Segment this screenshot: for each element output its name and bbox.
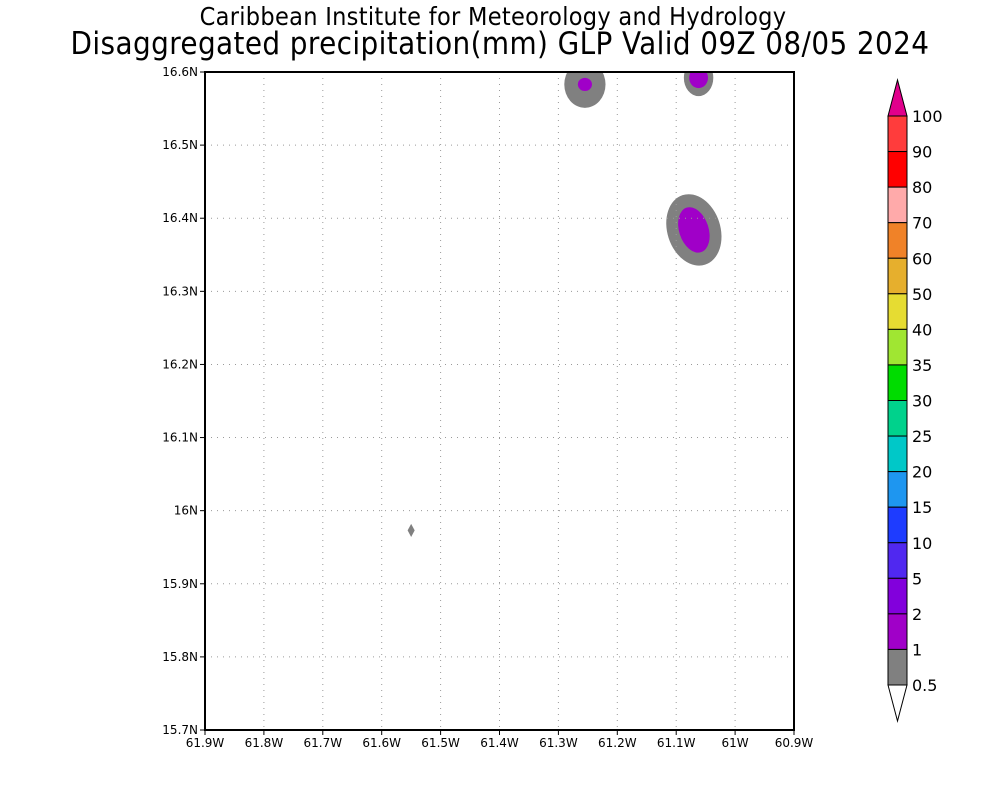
colorbar-label: 20 [912,463,932,482]
precip-cell-1-inner [689,72,709,89]
colorbar-label: 15 [912,498,932,517]
x-tick-label: 61.2W [598,736,637,750]
precip-cell-0-inner [577,77,592,92]
x-tick-label: 60.9W [775,736,814,750]
y-tick-label: 16.4N [162,211,198,225]
x-tick-label: 61.9W [186,736,225,750]
colorbar: 100 90 80 70 60 50 40 35 30 25 20 15 10 5 2 1 0.5 [887,78,943,723]
precip-cell-3 [407,523,415,537]
colorbar-label: 40 [912,320,932,339]
colorbar-label: 100 [912,107,943,126]
x-tick-label: 61W [722,736,749,750]
colorbar-bin [887,471,908,508]
x-tick-label: 61.1W [657,736,696,750]
colorbar-label: 50 [912,285,932,304]
colorbar-bin [887,613,908,650]
x-tick-label: 61.3W [539,736,578,750]
x-tick-label: 61.7W [304,736,343,750]
x-tick-label: 61.6W [362,736,401,750]
colorbar-label: 1 [912,640,922,659]
colorbar-bin [887,577,908,615]
colorbar-label: 60 [912,249,932,268]
y-tick-label: 16.1N [162,431,198,445]
colorbar-bin [887,364,908,401]
x-tick-label: 61.8W [245,736,284,750]
y-tick-label: 16.3N [162,284,198,298]
colorbar-bin [887,648,908,686]
y-tick-label: 15.8N [162,650,198,664]
colorbar-bin [887,293,908,330]
colorbar-label: 80 [912,178,932,197]
chart-subtitle: Disaggregated precipitation(mm) GLP Vali… [70,26,930,62]
colorbar-bin [887,542,908,579]
colorbar-bin [887,400,908,437]
colorbar-label: 35 [912,356,932,375]
chart-title: Caribbean Institute for Meteorology and … [199,2,787,31]
colorbar-label: 2 [912,605,922,624]
colorbar-label: 5 [912,569,922,588]
colorbar-bin [887,151,908,188]
colorbar-bin [887,186,908,224]
colorbar-label: 10 [912,534,932,553]
colorbar-bottom-triangle [887,684,908,723]
x-tick-label: 61.5W [421,736,460,750]
x-tick-label: 61.4W [480,736,519,750]
plot-frame [204,71,795,731]
colorbar-label: 25 [912,427,932,446]
colorbar-top-triangle [887,78,908,117]
y-tick-label: 15.7N [162,723,198,737]
colorbar-bin [887,115,908,153]
y-tick-label: 16.5N [162,138,198,152]
colorbar-bin [887,506,908,544]
y-tick-label: 15.9N [162,577,198,591]
colorbar-bin [887,435,908,473]
y-tick-label: 16.6N [162,65,198,79]
colorbar-bin [887,222,908,259]
colorbar-label: 30 [912,392,932,411]
y-tick-label: 16.2N [162,357,198,371]
colorbar-bin [887,257,908,295]
colorbar-label: 0.5 [912,676,937,695]
precip-layer [407,72,722,537]
colorbar-label: 70 [912,214,932,233]
y-tick-label: 16N [174,504,198,518]
colorbar-bin [887,328,908,366]
colorbar-label: 90 [912,143,932,162]
